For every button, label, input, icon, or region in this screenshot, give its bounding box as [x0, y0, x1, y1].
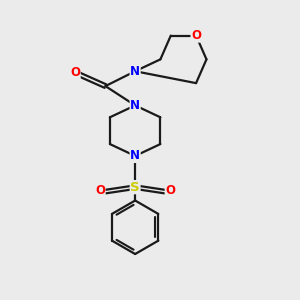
Text: N: N: [130, 149, 140, 162]
Text: S: S: [130, 181, 140, 194]
Text: O: O: [191, 29, 201, 42]
Text: N: N: [130, 99, 140, 112]
Text: O: O: [165, 184, 175, 196]
Text: O: O: [70, 66, 80, 79]
Text: O: O: [95, 184, 105, 196]
Text: N: N: [130, 65, 140, 78]
